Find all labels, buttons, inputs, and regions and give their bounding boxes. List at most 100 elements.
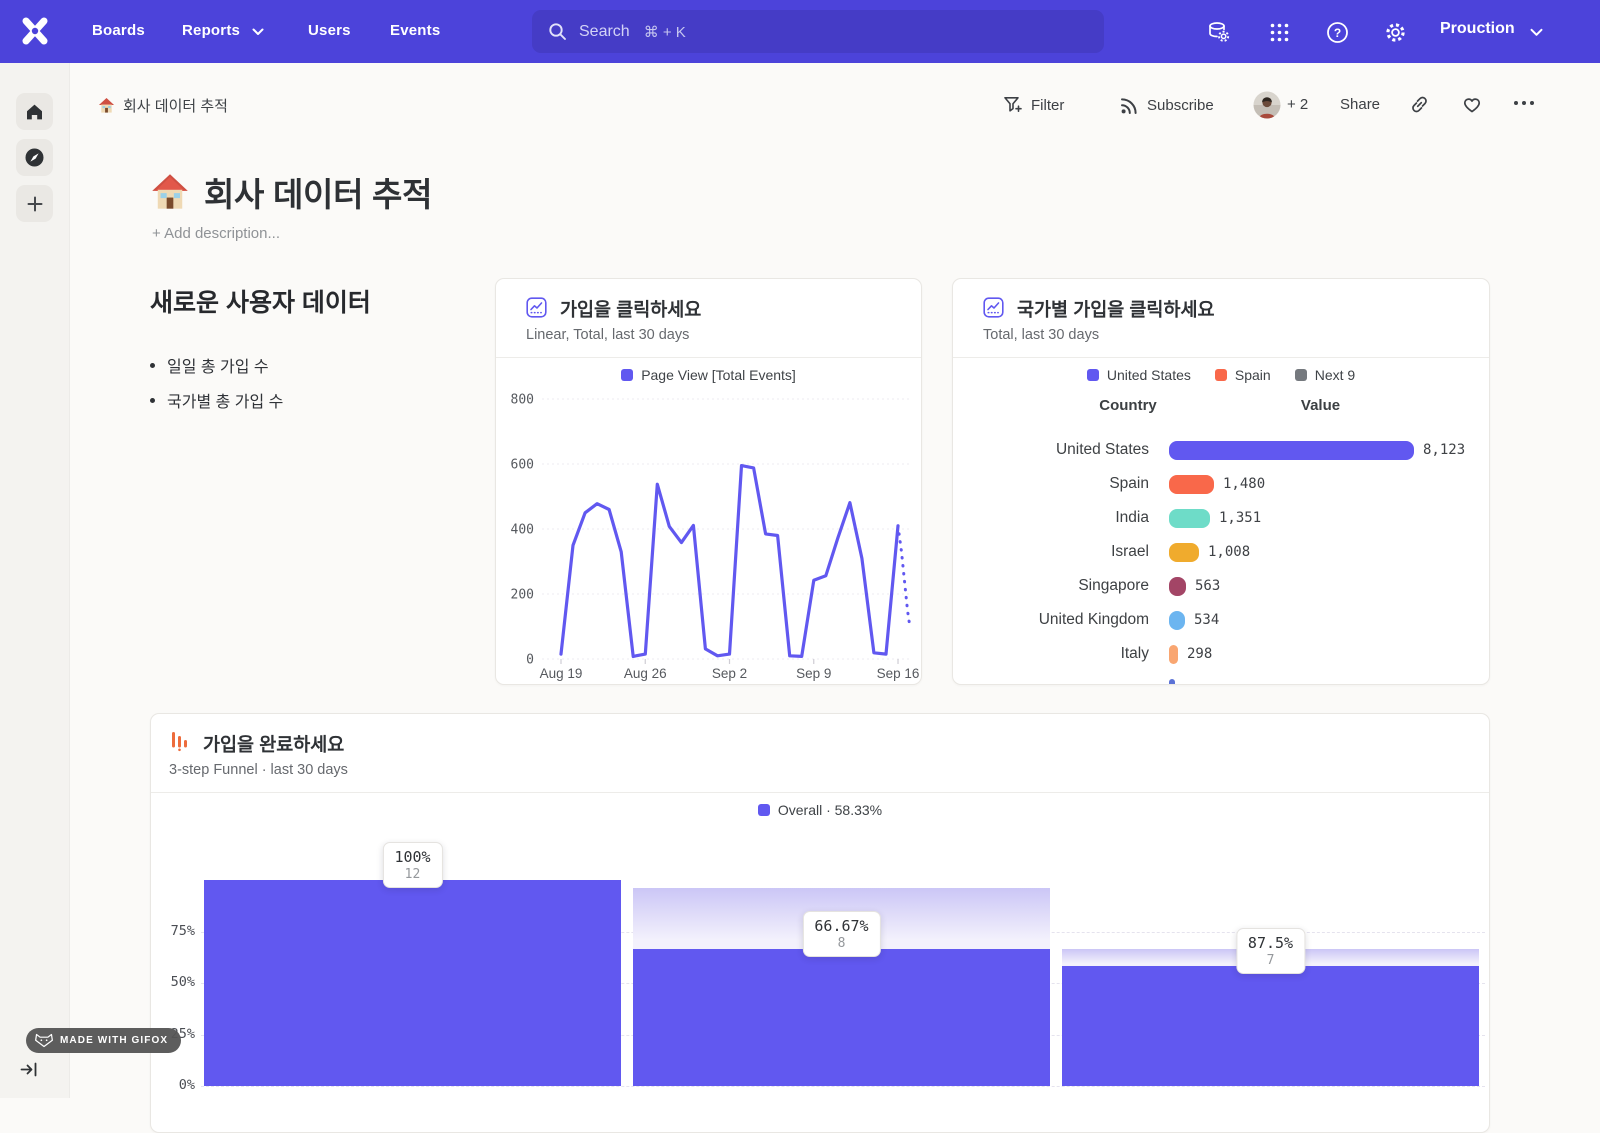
gifox-label: MADE WITH GIFOX	[60, 1035, 169, 1046]
card-subtitle: Linear, Total, last 30 days	[526, 327, 690, 343]
country-value: 1,351	[1219, 510, 1262, 526]
funnel-axis-label: 50%	[170, 974, 195, 990]
subscribe-label: Subscribe	[1147, 96, 1214, 114]
mixpanel-logo-icon[interactable]	[18, 14, 52, 48]
country-label: Israel	[1111, 543, 1149, 560]
copy-link-icon[interactable]	[1410, 95, 1429, 114]
collaborator-avatar[interactable]	[1253, 91, 1281, 119]
svg-text:?: ?	[1333, 25, 1340, 39]
nav-boards[interactable]: Boards	[92, 22, 145, 39]
funnel-tooltip: 100% 12	[382, 842, 443, 888]
breadcrumb[interactable]: 회사 데이터 추적	[98, 95, 228, 116]
svg-text:800: 800	[511, 393, 534, 408]
country-bar[interactable]	[1169, 475, 1214, 494]
legend-swatch	[621, 369, 634, 381]
chart-legend: Overall · 58.33%	[151, 800, 1489, 820]
country-bar[interactable]	[1169, 577, 1186, 596]
funnel-axis-label: 0%	[178, 1077, 195, 1093]
funnel-tooltip: 87.5% 7	[1235, 927, 1306, 974]
search-icon	[548, 22, 567, 41]
country-bar-card[interactable]: 국가별 가입을 클릭하세요 Total, last 30 days United…	[952, 278, 1490, 685]
card-subtitle: Total, last 30 days	[983, 327, 1100, 343]
table-row[interactable]: India 1,351	[953, 502, 1489, 536]
data-management-icon[interactable]	[1206, 19, 1232, 45]
card-title[interactable]: 국가별 가입을 클릭하세요	[1017, 299, 1215, 320]
subscribe-button[interactable]: Subscribe	[1120, 96, 1214, 115]
text-widget[interactable]: 새로운 사용자 데이터 일일 총 가입 수 국가별 총 가입 수	[150, 283, 480, 423]
rss-icon	[1120, 96, 1139, 115]
settings-gear-icon[interactable]	[1382, 19, 1408, 45]
funnel-bars-icon	[169, 730, 190, 752]
nav-events[interactable]: Events	[390, 22, 441, 39]
favorite-heart-icon[interactable]	[1462, 95, 1482, 114]
legend-swatch	[1214, 369, 1227, 381]
add-description[interactable]: + Add description...	[152, 225, 280, 242]
country-bar[interactable]	[1169, 645, 1178, 664]
table-row[interactable]: United States 8,123	[953, 434, 1489, 468]
country-value: 534	[1194, 612, 1220, 628]
country-bar[interactable]	[1169, 543, 1199, 562]
funnel-chart-card[interactable]: 가입을 완료하세요 3-step Funnel · last 30 days O…	[150, 713, 1490, 1133]
more-options-icon[interactable]	[1513, 100, 1535, 106]
house-emoji-icon	[98, 97, 115, 114]
line-chart-icon	[983, 297, 1004, 318]
table-row[interactable]: Spain 1,480	[953, 468, 1489, 502]
add-board-button[interactable]	[16, 185, 53, 222]
table-row[interactable]: Israel 1,008	[953, 536, 1489, 570]
svg-text:Aug 26: Aug 26	[624, 666, 667, 681]
legend-swatch	[757, 804, 770, 816]
list-item: 국가별 총 가입 수	[150, 388, 480, 412]
card-title[interactable]: 가입을 클릭하세요	[560, 299, 702, 320]
gifox-badge[interactable]: MADE WITH GIFOX	[26, 1028, 182, 1053]
country-bar[interactable]	[1169, 509, 1210, 528]
card-title[interactable]: 가입을 완료하세요	[203, 734, 345, 755]
bullet-icon	[150, 397, 155, 403]
line-chart-card[interactable]: 가입을 클릭하세요 Linear, Total, last 30 days Pa…	[495, 278, 922, 685]
funnel-plot[interactable]: 75% 50% 25% 0% 100% 12 66.67% 8 87.5% 7	[151, 714, 1489, 1132]
country-value: 1,480	[1223, 476, 1266, 492]
list-item: 일일 총 가입 수	[150, 353, 480, 377]
board-actions: Filter Subscribe + 2 Share	[995, 90, 1540, 120]
funnel-bar-step-3[interactable]	[1062, 965, 1479, 1086]
left-sidebar	[0, 63, 70, 1098]
country-value: 1,008	[1208, 544, 1251, 560]
funnel-bar-step-1[interactable]	[204, 880, 621, 1086]
filter-icon	[1003, 96, 1023, 114]
country-bar-list[interactable]: United States 8,123 Spain 1,480 India 1,351 Is…	[953, 434, 1489, 684]
nav-users[interactable]: Users	[308, 22, 351, 39]
svg-text:0: 0	[526, 653, 534, 668]
bullet-icon	[150, 362, 155, 368]
expand-sidebar-icon[interactable]	[20, 1062, 38, 1077]
help-icon[interactable]: ?	[1324, 19, 1350, 45]
funnel-bar-step-2[interactable]	[633, 948, 1050, 1086]
line-chart-plot[interactable]: 0 200 400 600 800 Aug 19 Aug 26 Sep 2 Sep 9 Sep 1…	[496, 375, 922, 685]
svg-text:600: 600	[511, 458, 534, 473]
table-row-partial[interactable]	[953, 672, 1489, 684]
nav-reports[interactable]: Reports	[182, 22, 241, 39]
legend-swatch	[1086, 369, 1099, 381]
country-bar[interactable]	[1169, 441, 1414, 460]
country-bar[interactable]	[1169, 679, 1175, 684]
svg-text:Aug 19: Aug 19	[540, 666, 583, 681]
svg-text:Sep 2: Sep 2	[712, 666, 747, 681]
project-selector[interactable]: Prouction	[1440, 20, 1515, 37]
apps-grid-icon[interactable]	[1266, 19, 1292, 45]
share-button[interactable]: Share	[1340, 96, 1381, 113]
home-icon[interactable]	[16, 93, 53, 130]
collaborators-more[interactable]: + 2	[1287, 96, 1309, 113]
card-header: 가입을 클릭하세요 Linear, Total, last 30 days	[496, 279, 921, 358]
house-emoji-icon	[150, 172, 190, 212]
card-subtitle: 3-step Funnel · last 30 days	[169, 762, 348, 778]
table-row[interactable]: United Kingdom 534	[953, 604, 1489, 638]
country-value: 563	[1195, 578, 1221, 594]
country-value: 8,123	[1423, 442, 1466, 458]
search-input[interactable]: Search ⌘ + K	[532, 10, 1104, 53]
page-title[interactable]: 회사 데이터 추적	[204, 176, 433, 213]
country-bar[interactable]	[1169, 611, 1185, 630]
svg-text:Sep 16: Sep 16	[877, 666, 920, 681]
filter-button[interactable]: Filter	[1003, 96, 1064, 114]
discover-compass-icon[interactable]	[16, 139, 53, 176]
table-row[interactable]: Singapore 563	[953, 570, 1489, 604]
table-row[interactable]: Italy 298	[953, 638, 1489, 672]
svg-text:200: 200	[511, 588, 534, 603]
